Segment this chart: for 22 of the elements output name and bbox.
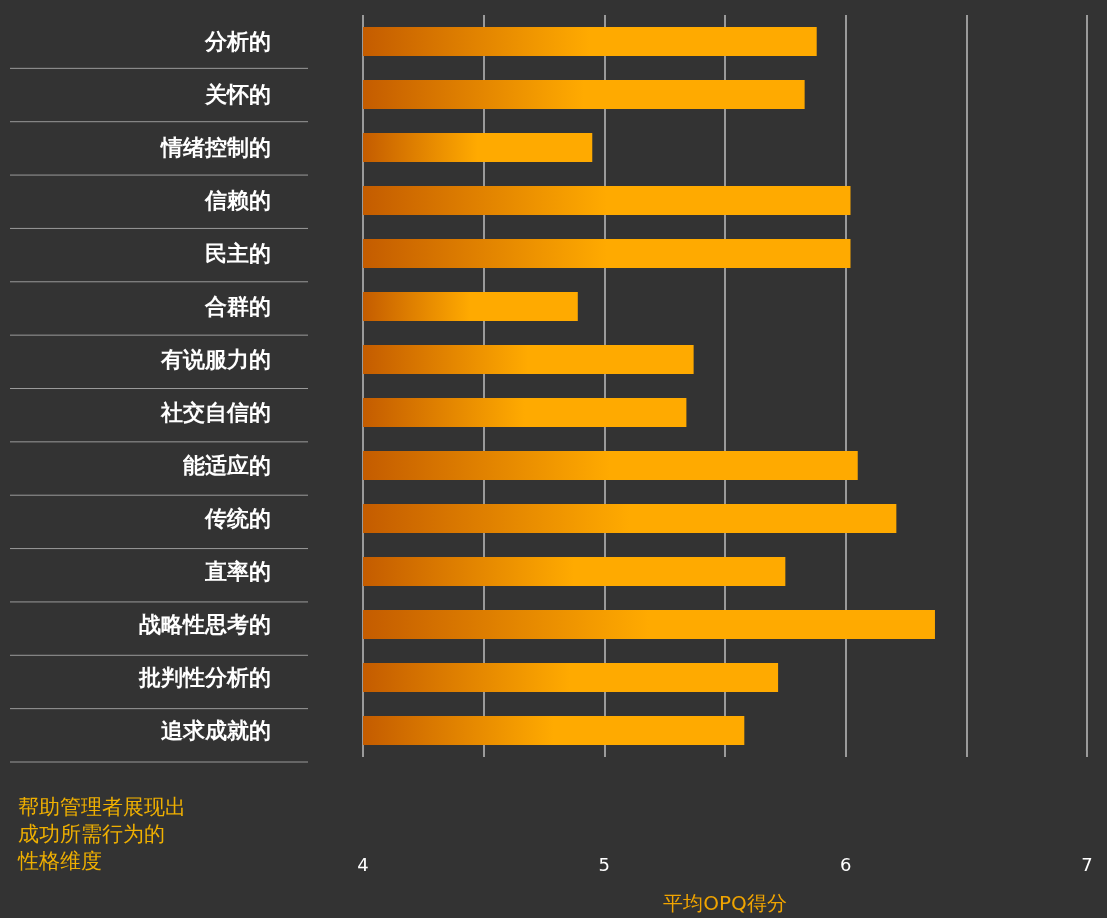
x-tick-label: 5 (598, 853, 611, 875)
y-tick-label: 批判性分析的 (138, 665, 271, 690)
text: 性格维度 (17, 848, 102, 873)
y-tick-label: 社交自信的 (160, 400, 271, 425)
y-tick-label: 直率的 (204, 559, 271, 584)
y-tick-label: 信赖的 (204, 188, 271, 213)
x-axis-title: 平均OPQ得分 (663, 891, 787, 915)
text: 成功所需行为的 (18, 821, 165, 846)
y-tick-label: 情绪控制的 (159, 135, 271, 160)
y-tick-label: 民主的 (205, 241, 271, 266)
y-tick-label: 有说服力的 (160, 347, 271, 372)
y-tick-label: 合群的 (204, 294, 271, 319)
x-tick-label: 6 (839, 853, 852, 875)
y-tick-label: 分析的 (204, 29, 271, 54)
x-tick-label: 4 (357, 853, 369, 875)
y-tick-label: 能适应的 (183, 453, 271, 478)
y-tick-label: 追求成就的 (161, 718, 271, 743)
x-tick-label: 7 (1081, 853, 1093, 875)
y-tick-label: 战略性思考的 (139, 612, 271, 637)
y-tick-label: 关怀的 (204, 82, 271, 107)
y-tick-label: 传统的 (204, 506, 271, 531)
text: 帮助管理者展现出 (18, 794, 186, 819)
